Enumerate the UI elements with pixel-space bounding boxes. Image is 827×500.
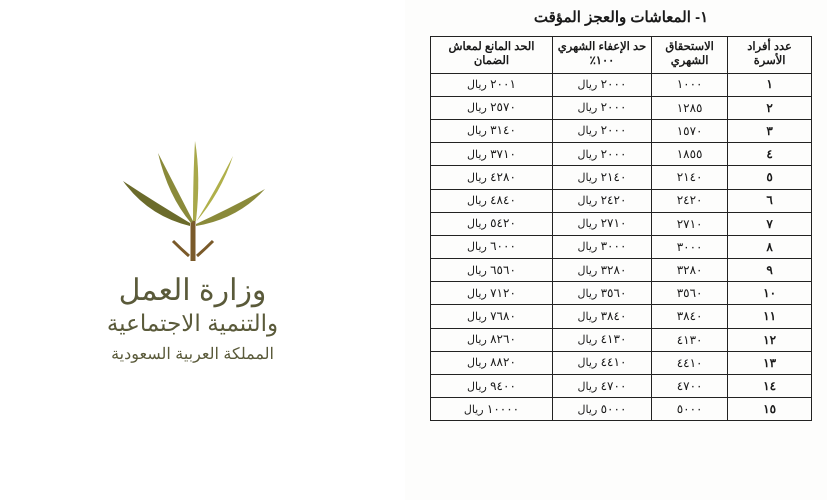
cell-exemption: ٥٠٠٠ ريال: [552, 398, 651, 421]
cell-entitlement: ٣٨٤٠: [652, 305, 728, 328]
cell-family: ٩: [728, 259, 812, 282]
cell-family: ٤: [728, 143, 812, 166]
ministry-panel: وزارة العمل والتنمية الاجتماعية المملكة …: [0, 0, 405, 500]
ministry-country: المملكة العربية السعودية: [111, 344, 274, 364]
cell-exemption: ٢٤٢٠ ريال: [552, 189, 651, 212]
cell-entitlement: ١٢٨٥: [652, 96, 728, 119]
cell-exemption: ٣٨٤٠ ريال: [552, 305, 651, 328]
cell-entitlement: ١٠٠٠: [652, 73, 728, 96]
cell-entitlement: ٢٧١٠: [652, 212, 728, 235]
table-header-row: عدد أفراد الأسرة الاستحقاق الشهري حد الإ…: [431, 37, 812, 74]
cell-exemption: ٤١٣٠ ريال: [552, 328, 651, 351]
col-entitlement: الاستحقاق الشهري: [652, 37, 728, 74]
cell-family: ٧: [728, 212, 812, 235]
cell-family: ١٣: [728, 351, 812, 374]
cell-limit: ٧٦٨٠ ريال: [431, 305, 553, 328]
cell-family: ١٥: [728, 398, 812, 421]
cell-entitlement: ١٨٥٥: [652, 143, 728, 166]
col-family: عدد أفراد الأسرة: [728, 37, 812, 74]
ministry-title-line1: وزارة العمل: [119, 274, 267, 309]
cell-entitlement: ١٥٧٠: [652, 119, 728, 142]
ministry-title-line2: والتنمية الاجتماعية: [107, 310, 278, 338]
table-row: ١٣٤٤١٠٤٤١٠ ريال٨٨٢٠ ريال: [431, 351, 812, 374]
cell-limit: ٤٨٤٠ ريال: [431, 189, 553, 212]
cell-family: ١١: [728, 305, 812, 328]
cell-exemption: ٢٠٠٠ ريال: [552, 143, 651, 166]
cell-entitlement: ٣٥٦٠: [652, 282, 728, 305]
table-row: ٨٣٠٠٠٣٠٠٠ ريال٦٠٠٠ ريال: [431, 235, 812, 258]
cell-exemption: ٢٧١٠ ريال: [552, 212, 651, 235]
cell-family: ٢: [728, 96, 812, 119]
cell-entitlement: ٤١٣٠: [652, 328, 728, 351]
cell-limit: ١٠٠٠٠ ريال: [431, 398, 553, 421]
table-row: ٣١٥٧٠٢٠٠٠ ريال٣١٤٠ ريال: [431, 119, 812, 142]
cell-entitlement: ٢١٤٠: [652, 166, 728, 189]
table-row: ١١٠٠٠٢٠٠٠ ريال٢٠٠١ ريال: [431, 73, 812, 96]
pension-table: عدد أفراد الأسرة الاستحقاق الشهري حد الإ…: [430, 36, 812, 421]
cell-limit: ٢٥٧٠ ريال: [431, 96, 553, 119]
cell-family: ٣: [728, 119, 812, 142]
cell-limit: ٢٠٠١ ريال: [431, 73, 553, 96]
cell-limit: ٣١٤٠ ريال: [431, 119, 553, 142]
cell-limit: ٩٤٠٠ ريال: [431, 375, 553, 398]
cell-entitlement: ٣٠٠٠: [652, 235, 728, 258]
cell-exemption: ٢٠٠٠ ريال: [552, 73, 651, 96]
table-row: ٥٢١٤٠٢١٤٠ ريال٤٢٨٠ ريال: [431, 166, 812, 189]
cell-exemption: ٤٧٠٠ ريال: [552, 375, 651, 398]
table-row: ٩٣٢٨٠٣٢٨٠ ريال٦٥٦٠ ريال: [431, 259, 812, 282]
table-row: ١٥٥٠٠٠٥٠٠٠ ريال١٠٠٠٠ ريال: [431, 398, 812, 421]
cell-entitlement: ٢٤٢٠: [652, 189, 728, 212]
cell-limit: ٤٢٨٠ ريال: [431, 166, 553, 189]
table-row: ٦٢٤٢٠٢٤٢٠ ريال٤٨٤٠ ريال: [431, 189, 812, 212]
col-exemption: حد الإعفاء الشهري ١٠٠٪: [552, 37, 651, 74]
cell-entitlement: ٣٢٨٠: [652, 259, 728, 282]
table-row: ٤١٨٥٥٢٠٠٠ ريال٣٧١٠ ريال: [431, 143, 812, 166]
cell-family: ١: [728, 73, 812, 96]
table-row: ٢١٢٨٥٢٠٠٠ ريال٢٥٧٠ ريال: [431, 96, 812, 119]
cell-family: ٥: [728, 166, 812, 189]
cell-entitlement: ٤٤١٠: [652, 351, 728, 374]
cell-exemption: ٣٠٠٠ ريال: [552, 235, 651, 258]
table-row: ١٢٤١٣٠٤١٣٠ ريال٨٢٦٠ ريال: [431, 328, 812, 351]
ministry-logo-icon: [113, 136, 273, 266]
cell-exemption: ٣٢٨٠ ريال: [552, 259, 651, 282]
cell-family: ١٠: [728, 282, 812, 305]
cell-family: ١٢: [728, 328, 812, 351]
cell-exemption: ٢٠٠٠ ريال: [552, 119, 651, 142]
table-row: ٧٢٧١٠٢٧١٠ ريال٥٤٢٠ ريال: [431, 212, 812, 235]
cell-limit: ٦٠٠٠ ريال: [431, 235, 553, 258]
cell-exemption: ٣٥٦٠ ريال: [552, 282, 651, 305]
cell-entitlement: ٤٧٠٠: [652, 375, 728, 398]
cell-limit: ٦٥٦٠ ريال: [431, 259, 553, 282]
table-row: ١١٣٨٤٠٣٨٤٠ ريال٧٦٨٠ ريال: [431, 305, 812, 328]
table-row: ١٤٤٧٠٠٤٧٠٠ ريال٩٤٠٠ ريال: [431, 375, 812, 398]
table-title: ١- المعاشات والعجز المؤقت: [430, 8, 812, 26]
cell-family: ٦: [728, 189, 812, 212]
cell-limit: ٣٧١٠ ريال: [431, 143, 553, 166]
cell-entitlement: ٥٠٠٠: [652, 398, 728, 421]
cell-limit: ٧١٢٠ ريال: [431, 282, 553, 305]
cell-limit: ٨٨٢٠ ريال: [431, 351, 553, 374]
table-row: ١٠٣٥٦٠٣٥٦٠ ريال٧١٢٠ ريال: [431, 282, 812, 305]
cell-limit: ٨٢٦٠ ريال: [431, 328, 553, 351]
table-panel: ١- المعاشات والعجز المؤقت عدد أفراد الأس…: [405, 0, 827, 500]
cell-exemption: ٤٤١٠ ريال: [552, 351, 651, 374]
cell-limit: ٥٤٢٠ ريال: [431, 212, 553, 235]
cell-exemption: ٢١٤٠ ريال: [552, 166, 651, 189]
cell-family: ١٤: [728, 375, 812, 398]
cell-family: ٨: [728, 235, 812, 258]
col-limit: الحد المانع لمعاش الضمان: [431, 37, 553, 74]
cell-exemption: ٢٠٠٠ ريال: [552, 96, 651, 119]
